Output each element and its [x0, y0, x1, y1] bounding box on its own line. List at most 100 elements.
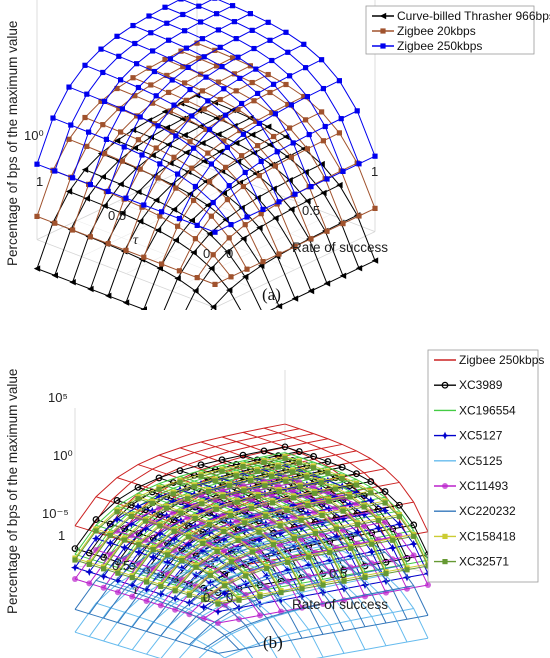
data-point: [217, 44, 223, 50]
surfaces-b: [71, 423, 432, 658]
data-point: [254, 468, 260, 474]
surface-line: [284, 423, 429, 533]
surface-line: [68, 191, 242, 310]
data-point: [310, 453, 318, 460]
data-point: [100, 122, 106, 128]
data-point: [348, 545, 354, 551]
data-point: [185, 116, 191, 123]
data-point: [255, 143, 261, 149]
data-point: [347, 494, 353, 500]
data-point: [119, 106, 125, 112]
legend-entry: XC158418: [459, 529, 516, 543]
data-point: [281, 443, 289, 451]
data-point: [219, 535, 228, 544]
data-point: [134, 113, 140, 119]
data-point: [148, 82, 154, 88]
data-point: [86, 561, 92, 567]
data-point: [135, 188, 142, 196]
data-point: [141, 202, 147, 208]
data-point: [98, 98, 104, 104]
data-point: [308, 236, 314, 242]
data-point: [340, 168, 346, 174]
legend-entry: XC5125: [459, 454, 503, 468]
data-point: [249, 79, 255, 86]
data-point: [169, 479, 177, 486]
data-point: [177, 479, 183, 485]
data-point: [34, 213, 40, 219]
data-point: [198, 473, 204, 479]
data-point: [103, 136, 109, 142]
data-point: [339, 272, 347, 279]
data-point: [285, 101, 291, 108]
surfaces-a: [33, 0, 379, 310]
data-point: [212, 512, 221, 521]
data-point: [130, 22, 136, 29]
data-point: [135, 137, 141, 143]
data-point: [283, 81, 289, 88]
data-point: [177, 564, 186, 573]
data-point: [186, 592, 192, 598]
data-point: [311, 465, 317, 471]
data-point: [289, 501, 298, 510]
data-point: [251, 98, 257, 104]
data-point: [227, 483, 233, 489]
data-point: [371, 257, 379, 264]
data-point: [249, 131, 256, 138]
data-point: [137, 166, 143, 172]
data-point: [240, 131, 246, 137]
data-point: [158, 583, 164, 589]
data-point: [356, 161, 362, 167]
data-point: [149, 500, 155, 506]
data-point: [141, 254, 147, 260]
data-point: [205, 98, 211, 104]
data-point: [106, 539, 115, 548]
data-point: [52, 168, 58, 174]
data-point: [134, 61, 140, 67]
data-point: [219, 63, 225, 70]
surface-line: [263, 511, 408, 620]
data-point: [288, 206, 295, 213]
data-point: [183, 502, 192, 511]
data-point: [325, 556, 334, 565]
data-point: [324, 504, 333, 513]
data-point: [319, 57, 325, 63]
data-point: [298, 592, 306, 601]
data-point: [105, 241, 111, 247]
data-point: [128, 513, 134, 520]
data-point: [208, 265, 215, 272]
data-point: [150, 547, 156, 553]
data-point: [207, 126, 213, 133]
data-point: [306, 554, 312, 560]
data-point: [213, 506, 219, 512]
data-point: [155, 123, 161, 129]
data-point: [221, 138, 227, 144]
data-point: [163, 558, 172, 567]
data-point: [113, 576, 122, 585]
data-point: [234, 499, 240, 505]
data-point: [228, 274, 234, 280]
data-point: [353, 528, 362, 537]
data-point: [136, 542, 142, 548]
data-point: [291, 295, 299, 302]
data-point: [275, 464, 281, 470]
data-point: [346, 551, 355, 560]
data-point: [282, 455, 288, 461]
data-point: [157, 523, 163, 529]
data-point: [240, 235, 247, 242]
data-point: [235, 106, 241, 113]
data-point: [203, 74, 209, 80]
data-point: [212, 478, 218, 484]
data-point: [215, 620, 221, 626]
data-point: [247, 512, 256, 521]
data-point: [249, 549, 255, 555]
data-point: [210, 252, 216, 258]
data-point: [253, 456, 261, 464]
data-point: [131, 144, 138, 152]
data-point: [182, 80, 188, 86]
data-point: [257, 593, 263, 599]
data-point: [308, 184, 314, 190]
data-point: [288, 154, 294, 160]
data-point: [340, 508, 346, 514]
data-point: [220, 589, 229, 598]
data-point: [318, 160, 325, 168]
